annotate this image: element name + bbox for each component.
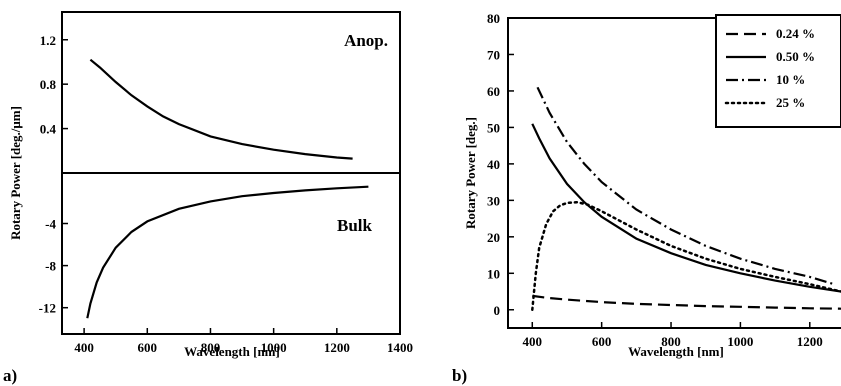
panel-a-y-axis-title: Rotary Power [deg./μm] bbox=[8, 106, 23, 240]
panel-b-series-line bbox=[536, 86, 835, 286]
panel-b-y-tick-label: 80 bbox=[487, 11, 500, 26]
panel-a-x-tick-label: 600 bbox=[138, 340, 158, 355]
panel-b-y-tick-label: 0 bbox=[494, 303, 501, 318]
panel-a-bottom-y-tick-label: -4 bbox=[45, 217, 56, 232]
panel-a-x-tick-label: 400 bbox=[74, 340, 94, 355]
panel-b-series-line bbox=[531, 123, 841, 293]
panel-b-legend-box bbox=[715, 14, 841, 128]
panel-b-y-tick-label: 50 bbox=[487, 120, 500, 135]
panel-a-bottom-y-tick-label: -12 bbox=[39, 301, 56, 316]
panel-a-label: a) bbox=[3, 366, 17, 385]
panel-a-bottom-y-tick-label: -8 bbox=[45, 259, 56, 274]
panel-b-x-tick-label: 800 bbox=[661, 334, 681, 349]
panel-b-legend-label: 0.24 % bbox=[776, 26, 815, 41]
panel-a-x-tick-label: 1200 bbox=[324, 340, 350, 355]
panel-a-x-axis-title: Wavelength [nm] bbox=[184, 344, 280, 359]
panel-b-legend-label: 10 % bbox=[776, 72, 805, 87]
panel-a-x-tick-label: 1400 bbox=[387, 340, 413, 355]
panel-b-legend-label: 0.50 % bbox=[776, 49, 815, 64]
panel-b-x-tick-label: 400 bbox=[523, 334, 543, 349]
panel-b-x-tick-label: 1200 bbox=[797, 334, 823, 349]
panel-b-y-tick-label: 10 bbox=[487, 266, 500, 281]
panel-b-y-tick-label: 60 bbox=[487, 84, 500, 99]
panel-a-top-y-tick-label: 0.8 bbox=[40, 77, 57, 92]
panel-a-anop-curve bbox=[89, 58, 353, 160]
panel-b-series-line bbox=[531, 200, 841, 312]
panel-b-x-axis-title: Wavelength [nm] bbox=[628, 344, 724, 359]
panel-b-y-tick-label: 20 bbox=[487, 230, 500, 245]
panel-a-anop-label: Anop. bbox=[344, 31, 388, 50]
panel-b-frame bbox=[507, 17, 841, 329]
panel-b-label: b) bbox=[452, 366, 467, 385]
panel-a-bulk-label: Bulk bbox=[337, 216, 373, 235]
panel-a-x-tick-label: 800 bbox=[201, 340, 221, 355]
panel-a-x-tick-label: 1000 bbox=[261, 340, 287, 355]
panel-b-x-tick-label: 600 bbox=[592, 334, 612, 349]
panel-a-top-y-tick-label: 1.2 bbox=[40, 33, 56, 48]
panel-b-y-tick-label: 30 bbox=[487, 193, 500, 208]
panel-b-y-tick-label: 70 bbox=[487, 47, 500, 62]
panel-b-y-tick-label: 40 bbox=[487, 157, 500, 172]
panel-b-x-tick-label: 1000 bbox=[727, 334, 753, 349]
panel-b-series-line bbox=[532, 294, 841, 310]
panel-a-bulk-curve bbox=[86, 185, 369, 319]
panel-b-y-axis-title: Rotary Power [deg.] bbox=[463, 117, 478, 229]
panel-b-legend-label: 25 % bbox=[776, 95, 805, 110]
panel-a-top-y-tick-label: 0.4 bbox=[40, 122, 57, 137]
